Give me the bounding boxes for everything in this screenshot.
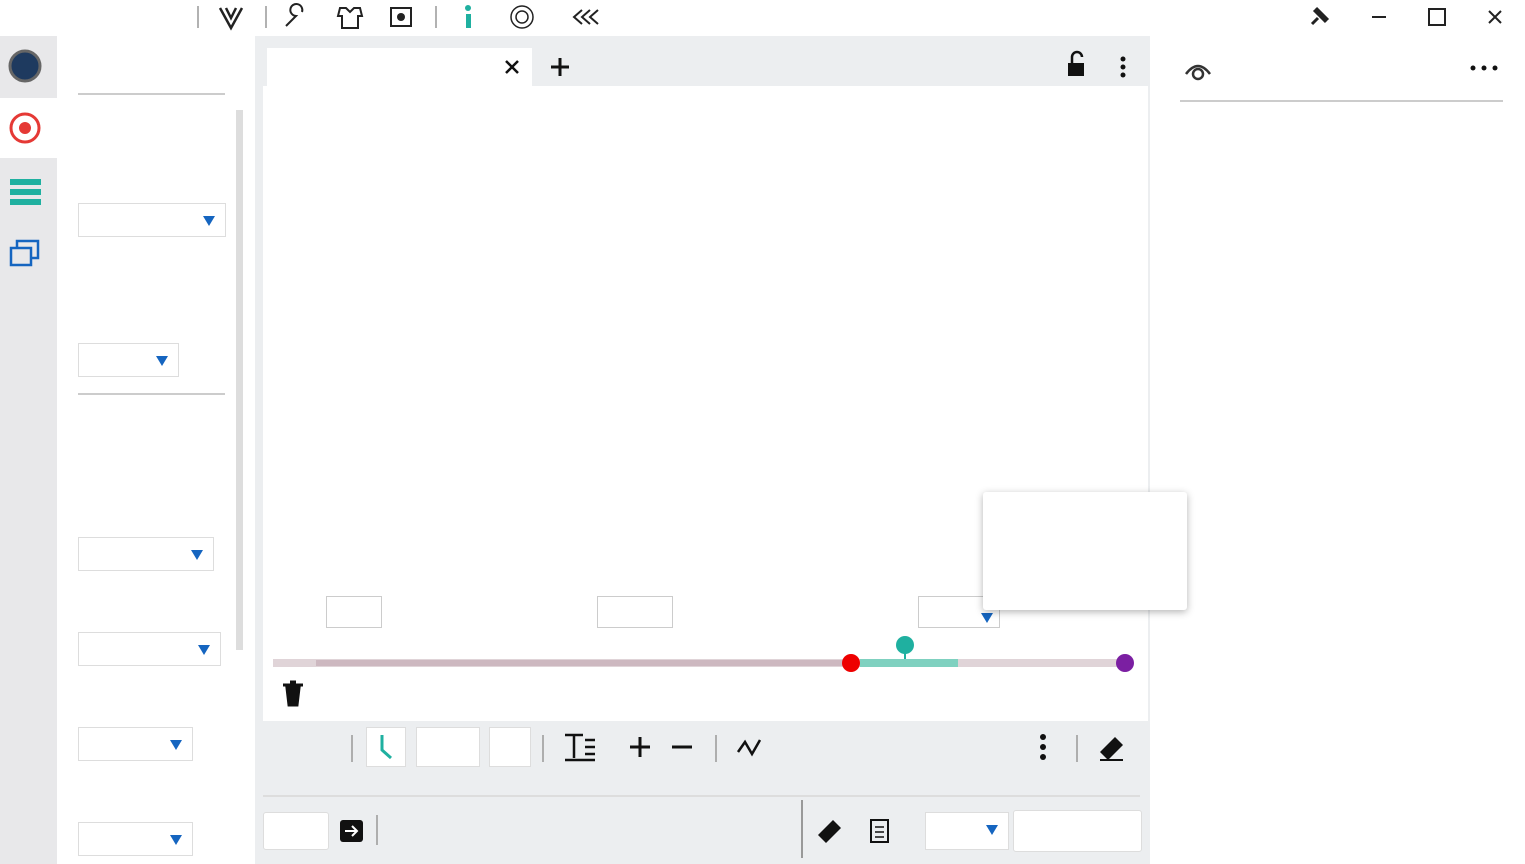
icon-strip — [0, 36, 57, 864]
data-header-icons — [1180, 64, 1503, 102]
dt-input[interactable] — [326, 596, 382, 628]
divider — [78, 93, 225, 95]
send-button[interactable] — [1013, 810, 1142, 852]
abc-button[interactable] — [263, 812, 329, 850]
tab[interactable] — [267, 48, 532, 86]
baud-select[interactable] — [78, 632, 221, 666]
flow-select[interactable] — [78, 727, 193, 761]
tab-icons[interactable] — [255, 36, 1150, 96]
strip-icons[interactable] — [0, 36, 57, 296]
newline-select[interactable] — [925, 812, 1009, 850]
send-icons[interactable] — [330, 800, 950, 860]
engine-select[interactable] — [78, 203, 226, 237]
port-select[interactable] — [78, 343, 179, 377]
time-button[interactable] — [366, 727, 406, 767]
com-select[interactable] — [78, 537, 214, 571]
buffer-input[interactable] — [597, 596, 673, 628]
parity-select[interactable] — [78, 822, 193, 856]
slider[interactable] — [260, 630, 1150, 720]
divider — [263, 795, 1140, 797]
toolbar-icons[interactable] — [255, 722, 1150, 776]
divider — [78, 393, 225, 395]
titlebar-icons — [197, 3, 1502, 31]
scrollbar[interactable] — [236, 110, 243, 650]
tooltip — [983, 492, 1187, 610]
rx-button[interactable] — [416, 727, 480, 767]
plot[interactable] — [0, 0, 1150, 580]
tx-button[interactable] — [489, 727, 531, 767]
